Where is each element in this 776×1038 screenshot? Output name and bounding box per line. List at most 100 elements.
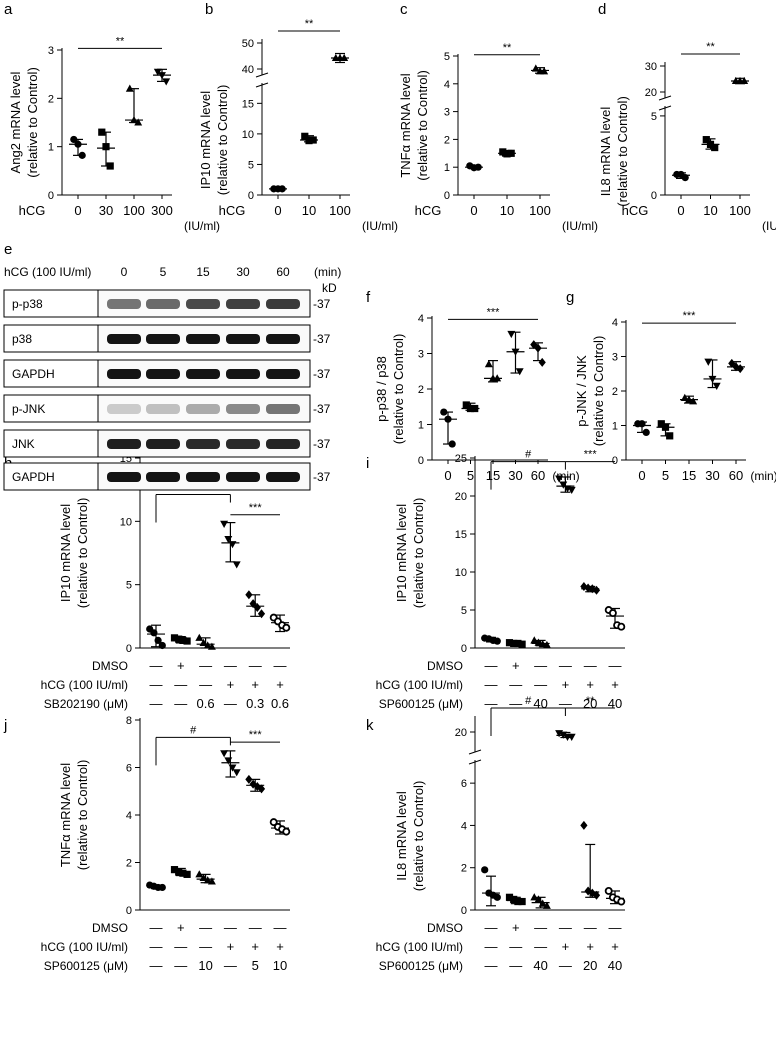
condition-cell: — bbox=[485, 939, 498, 954]
x-prefix-label: hCG bbox=[415, 203, 442, 218]
data-point bbox=[511, 348, 520, 356]
data-point bbox=[282, 623, 291, 632]
data-point bbox=[505, 639, 514, 647]
condition-row-label: hCG (100 IU/ml) bbox=[376, 678, 463, 692]
data-point bbox=[706, 140, 715, 148]
data-group bbox=[245, 590, 266, 619]
data-group bbox=[656, 420, 675, 440]
y-axis-label: IL8 mRNA level (relative to Control) bbox=[394, 781, 426, 892]
wb-kd-marker: -37 bbox=[313, 470, 331, 484]
y-tick-label: 5 bbox=[444, 51, 450, 63]
wb-band bbox=[266, 439, 300, 449]
data-point bbox=[567, 733, 576, 741]
data-point bbox=[471, 404, 479, 413]
x-tick-label: 10 bbox=[302, 203, 316, 218]
condition-cell: + bbox=[512, 658, 520, 673]
data-point bbox=[542, 640, 551, 649]
condition-row-label: hCG (100 IU/ml) bbox=[41, 678, 128, 692]
y-axis-label-line: p-p38 / p38 bbox=[374, 356, 389, 422]
data-point bbox=[175, 868, 183, 876]
wb-row-label: GAPDH bbox=[12, 367, 55, 381]
panel-letter: a bbox=[4, 1, 13, 18]
y-tick-label: 1 bbox=[444, 162, 450, 174]
x-tick-label: 10 bbox=[500, 203, 514, 218]
y-tick-label: 0 bbox=[126, 905, 132, 917]
condition-row-label: SB202190 (μM) bbox=[44, 697, 128, 711]
chart-panel-i: i 0 5 10 15 20 25 IP10 mRNA level (relative to C… bbox=[366, 449, 626, 711]
y-tick-label: 3 bbox=[444, 107, 450, 119]
y-tick-label: 1 bbox=[612, 421, 618, 433]
condition-cell: 10 bbox=[273, 958, 287, 973]
axis-break-mark bbox=[255, 82, 269, 88]
data-group bbox=[69, 135, 87, 159]
wb-band bbox=[107, 439, 141, 449]
data-group bbox=[300, 132, 318, 145]
chart-panel-f: f 0 1 2 3 4 p-p38 / p38 (relative to Control) 0 5… bbox=[366, 289, 580, 483]
panel-letter: i bbox=[366, 455, 369, 472]
x-tick-label: 30 bbox=[508, 468, 522, 483]
condition-cell: — bbox=[509, 958, 522, 973]
condition-cell: — bbox=[150, 696, 163, 711]
wb-band bbox=[107, 472, 141, 482]
y-tick-label: 0 bbox=[612, 455, 618, 467]
y-axis-label-line: IP10 mRNA level bbox=[394, 504, 409, 602]
y-axis-label: p-JNK / JNK (relative to Control) bbox=[574, 336, 606, 447]
condition-cell: + bbox=[586, 677, 594, 692]
wb-band bbox=[186, 439, 220, 449]
x-tick-label: 0 bbox=[274, 203, 281, 218]
condition-cell: 5 bbox=[252, 958, 259, 973]
condition-cell: — bbox=[249, 658, 262, 673]
data-point bbox=[257, 609, 266, 619]
data-point bbox=[305, 137, 313, 145]
significance-label: ** bbox=[116, 35, 125, 47]
data-group bbox=[555, 475, 576, 495]
significance-label: # bbox=[525, 449, 532, 461]
data-point bbox=[228, 541, 237, 549]
data-point bbox=[183, 870, 191, 878]
condition-cell: — bbox=[224, 958, 237, 973]
y-tick-label: 1 bbox=[48, 142, 54, 154]
y-tick-label: 10 bbox=[455, 567, 467, 579]
significance-label: *** bbox=[584, 449, 598, 461]
data-group bbox=[461, 401, 480, 413]
x-tick-label: 15 bbox=[682, 468, 696, 483]
data-point bbox=[736, 364, 744, 374]
y-axis-label-line: TNFα mRNA level bbox=[398, 73, 413, 177]
y-tick-label: 5 bbox=[651, 111, 657, 123]
data-point bbox=[158, 641, 166, 650]
condition-cell: — bbox=[199, 920, 212, 935]
condition-cell: + bbox=[586, 939, 594, 954]
data-point bbox=[704, 358, 713, 366]
data-point bbox=[507, 149, 515, 157]
y-tick-label: 20 bbox=[455, 491, 467, 503]
condition-cell: + bbox=[512, 920, 520, 935]
x-tick-label: 15 bbox=[486, 468, 500, 483]
data-group bbox=[97, 128, 115, 170]
data-point bbox=[493, 637, 501, 645]
data-point bbox=[493, 893, 501, 901]
condition-cell: — bbox=[509, 677, 522, 692]
data-point bbox=[232, 769, 241, 777]
wb-band bbox=[107, 404, 141, 414]
y-tick-label: 2 bbox=[444, 134, 450, 146]
data-point bbox=[530, 893, 539, 901]
data-point bbox=[207, 642, 216, 650]
condition-cell: — bbox=[559, 958, 572, 973]
chart-panel-g: g 0 1 2 3 4 p-JNK / JNK (relative to Control) 0 5… bbox=[566, 289, 776, 483]
wb-band bbox=[146, 439, 180, 449]
x-unit-label: (IU/ml) bbox=[362, 219, 398, 233]
y-axis-label-line: (relative to Control) bbox=[215, 85, 230, 196]
significance-label: ** bbox=[305, 18, 314, 30]
data-point bbox=[588, 584, 596, 594]
data-group bbox=[680, 393, 698, 405]
x-tick-label: 100 bbox=[729, 203, 751, 218]
condition-row-label: DMSO bbox=[427, 921, 463, 935]
data-point bbox=[183, 637, 191, 645]
wb-label-box bbox=[3, 324, 99, 353]
data-group bbox=[146, 624, 166, 650]
x-tick-label: 0 bbox=[74, 203, 81, 218]
panel-letter: c bbox=[400, 1, 408, 18]
data-point bbox=[199, 638, 208, 646]
panel-letter: f bbox=[366, 289, 371, 306]
